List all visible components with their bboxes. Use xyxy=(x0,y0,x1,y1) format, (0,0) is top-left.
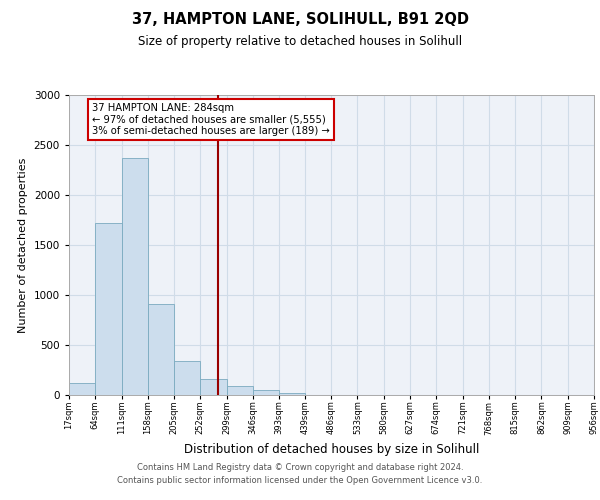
Bar xyxy=(95,223,122,395)
Text: 37, HAMPTON LANE, SOLIHULL, B91 2QD: 37, HAMPTON LANE, SOLIHULL, B91 2QD xyxy=(131,12,469,28)
Bar xyxy=(253,390,279,395)
Bar xyxy=(227,386,253,395)
Y-axis label: Number of detached properties: Number of detached properties xyxy=(18,158,28,332)
Bar xyxy=(174,361,200,395)
Text: Contains public sector information licensed under the Open Government Licence v3: Contains public sector information licen… xyxy=(118,476,482,485)
Bar xyxy=(200,379,227,395)
Bar xyxy=(69,383,95,395)
Bar xyxy=(279,392,305,395)
Text: 37 HAMPTON LANE: 284sqm
← 97% of detached houses are smaller (5,555)
3% of semi-: 37 HAMPTON LANE: 284sqm ← 97% of detache… xyxy=(92,103,329,136)
Text: Size of property relative to detached houses in Solihull: Size of property relative to detached ho… xyxy=(138,35,462,48)
Bar xyxy=(122,158,148,395)
Text: Contains HM Land Registry data © Crown copyright and database right 2024.: Contains HM Land Registry data © Crown c… xyxy=(137,462,463,471)
Bar xyxy=(148,304,174,395)
X-axis label: Distribution of detached houses by size in Solihull: Distribution of detached houses by size … xyxy=(184,443,479,456)
